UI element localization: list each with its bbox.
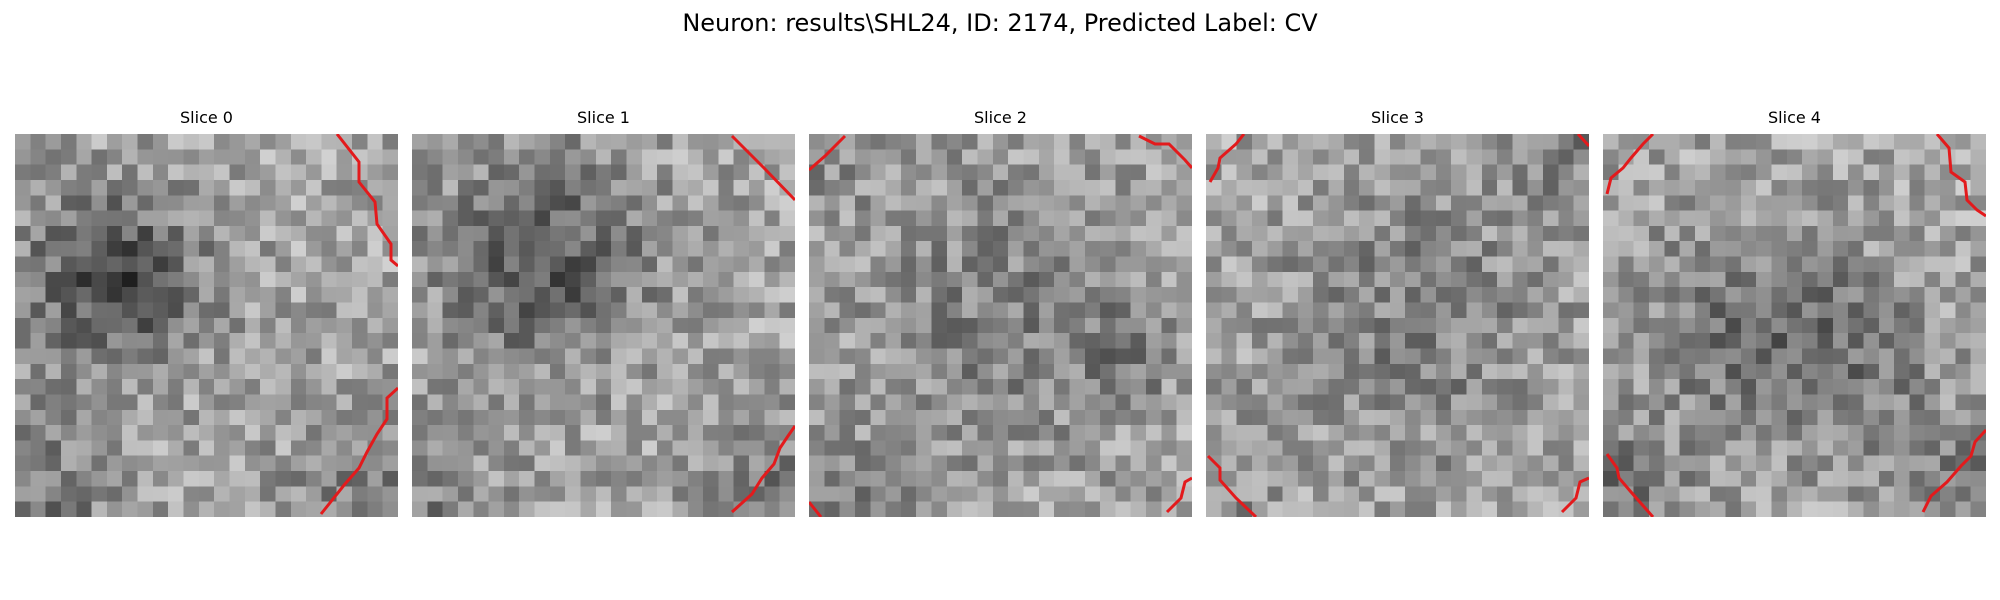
roi-contour	[1138, 134, 1192, 169]
slice-title: Slice 3	[1371, 108, 1424, 127]
roi-contour	[809, 134, 847, 172]
roi-contour	[809, 501, 823, 517]
slice-panel-4: Slice 4	[1603, 108, 1986, 517]
slice-pixel-grid	[412, 134, 795, 517]
slice-panel-1: Slice 1	[412, 108, 795, 517]
slice-pixel-grid	[1206, 134, 1589, 517]
slice-pixel-grid	[1603, 134, 1986, 517]
roi-contour	[1206, 454, 1258, 517]
roi-contour	[730, 425, 795, 514]
slice-title: Slice 4	[1768, 108, 1821, 127]
slice-panel-0: Slice 0	[15, 108, 398, 517]
roi-contour	[1605, 453, 1655, 517]
roi-contour-overlay	[730, 134, 795, 514]
roi-contour	[1605, 134, 1655, 195]
figure-title: Neuron: results\SHL24, ID: 2174, Predict…	[682, 9, 1318, 37]
roi-contour	[730, 134, 795, 202]
roi-contour	[1921, 428, 1986, 513]
slice-image	[15, 134, 398, 517]
roi-contour	[1935, 134, 1986, 218]
slice-title: Slice 2	[974, 108, 1027, 127]
slice-image	[1603, 134, 1986, 517]
slice-image	[1206, 134, 1589, 517]
slice-pixel-grid	[15, 134, 398, 517]
roi-contour	[1576, 134, 1589, 148]
slice-pixel-grid	[809, 134, 1192, 517]
slice-panel-3: Slice 3	[1206, 108, 1589, 517]
roi-contour	[1560, 476, 1589, 514]
roi-contour-overlay	[1605, 134, 1986, 517]
roi-contour-overlay	[1206, 134, 1589, 517]
slice-panel-2: Slice 2	[809, 108, 1192, 517]
roi-contour	[1208, 134, 1246, 183]
roi-contour	[319, 386, 398, 515]
slice-image	[412, 134, 795, 517]
roi-contour	[335, 134, 398, 268]
slice-image	[809, 134, 1192, 517]
slice-title: Slice 1	[577, 108, 630, 127]
slice-title: Slice 0	[180, 108, 233, 127]
roi-contour-overlay	[319, 134, 398, 515]
roi-contour-overlay	[809, 134, 1192, 517]
roi-contour	[1165, 476, 1192, 514]
